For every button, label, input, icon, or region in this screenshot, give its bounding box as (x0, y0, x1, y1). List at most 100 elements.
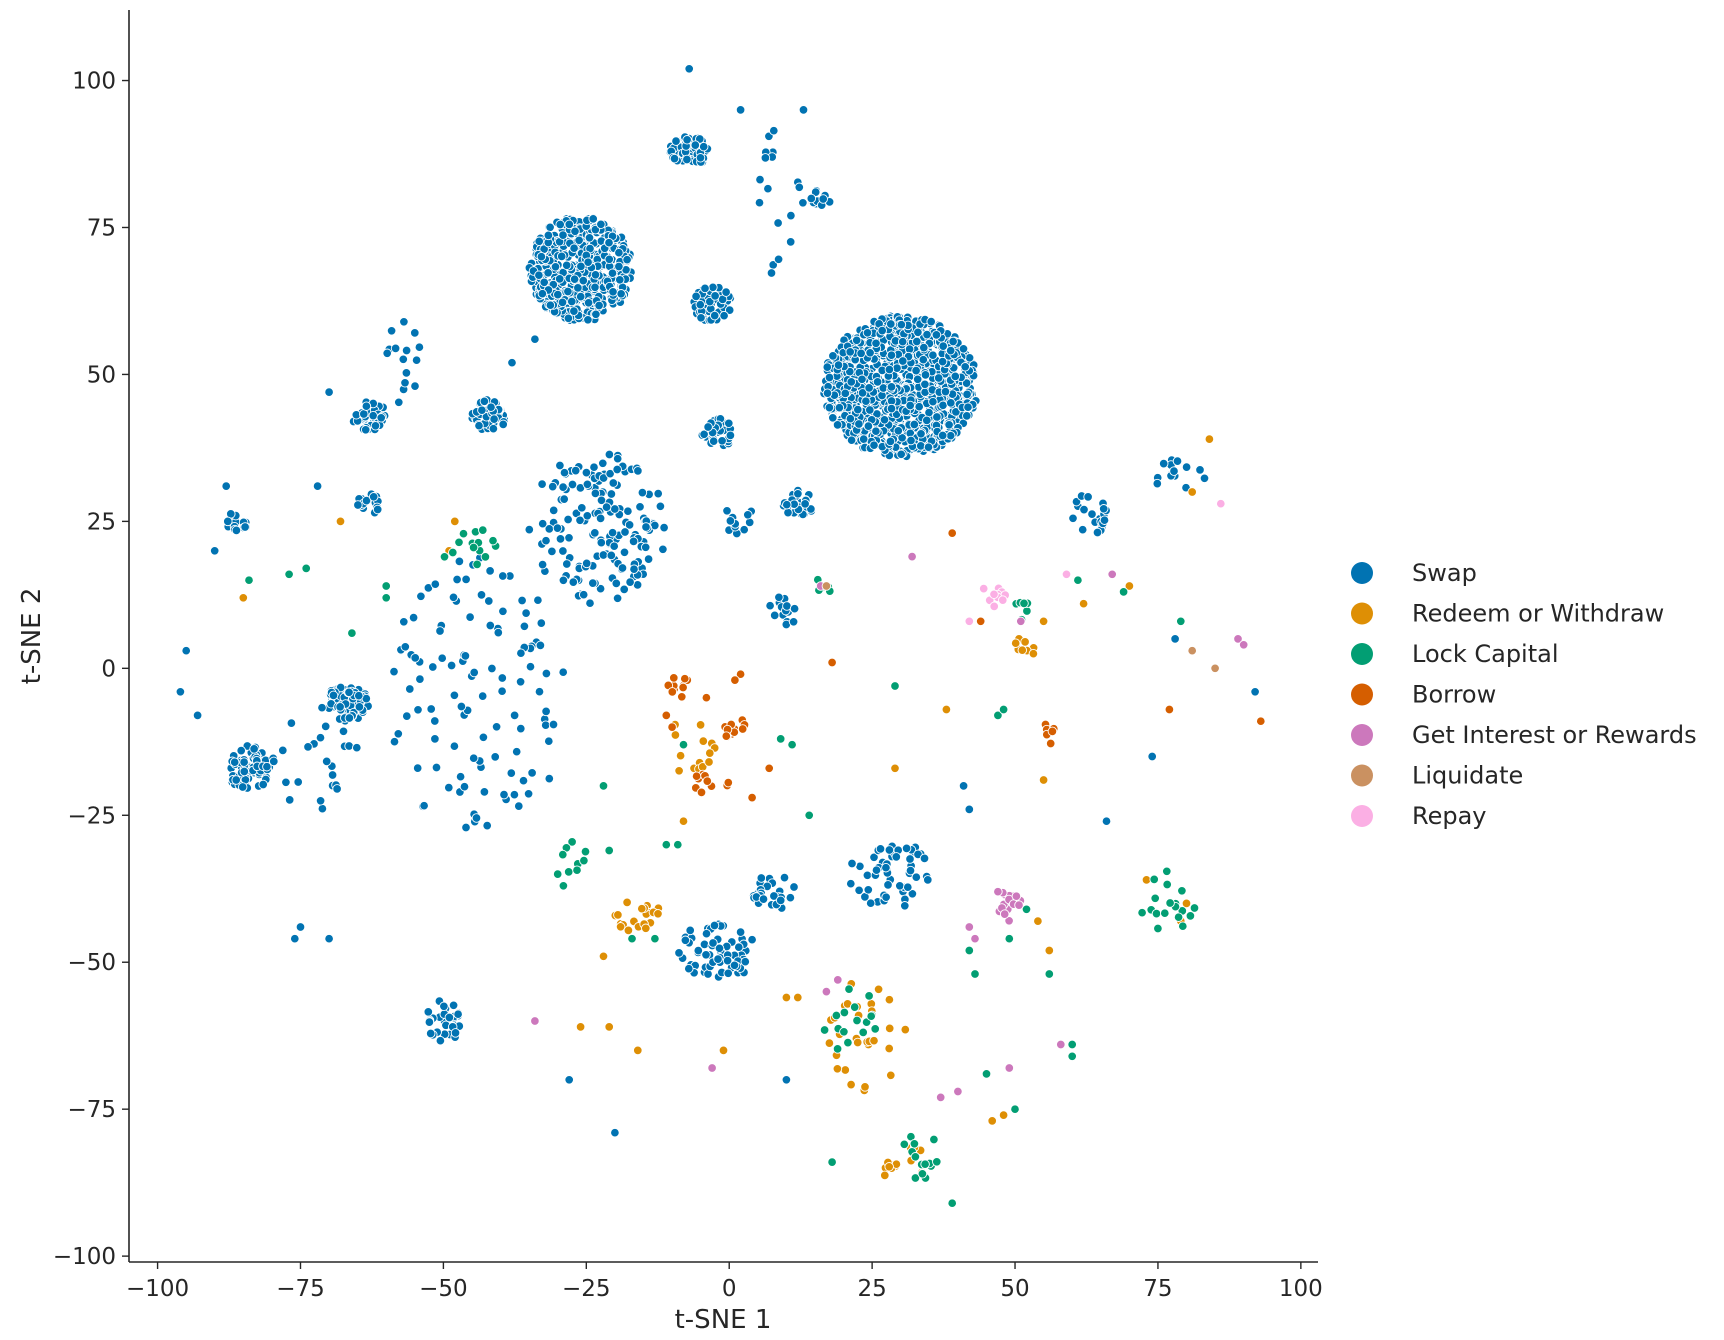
data-point (932, 1157, 942, 1167)
data-point (857, 388, 868, 398)
data-point (673, 839, 683, 850)
data-point (611, 578, 622, 589)
data-point (670, 730, 681, 740)
data-point (735, 927, 746, 937)
data-point (685, 925, 695, 936)
data-point (607, 268, 618, 278)
data-point (563, 286, 573, 297)
data-point (721, 731, 732, 741)
data-point (506, 768, 517, 778)
series-1 (238, 434, 1215, 1181)
data-point (175, 687, 186, 697)
data-point (1079, 504, 1089, 515)
data-point (886, 319, 896, 329)
data-point (498, 606, 508, 617)
data-point (541, 535, 551, 546)
data-point (993, 710, 1003, 721)
data-point (703, 422, 713, 432)
data-point (824, 402, 835, 413)
data-point (548, 505, 559, 516)
data-point (987, 1116, 997, 1126)
data-point (459, 781, 470, 792)
data-point (368, 410, 378, 421)
data-point (584, 233, 595, 243)
data-point (633, 466, 643, 476)
data-point (563, 867, 574, 877)
data-point (722, 506, 732, 516)
data-point (880, 1170, 890, 1181)
data-point (405, 684, 415, 694)
data-point (491, 722, 502, 732)
x-ticks: −100 −75 −50 −25 0 25 50 75 100 (126, 1262, 1323, 1302)
data-point (386, 326, 397, 336)
legend-marker (1351, 562, 1373, 584)
data-point (964, 804, 975, 815)
data-point (516, 723, 526, 734)
data-point (891, 852, 902, 862)
data-point (783, 507, 793, 518)
data-point (713, 954, 723, 964)
data-point (613, 910, 623, 920)
data-point (588, 214, 598, 224)
data-point (747, 934, 757, 945)
data-point (623, 506, 633, 516)
data-point (581, 467, 592, 478)
data-point (760, 153, 771, 163)
data-point (884, 1043, 894, 1054)
data-point (844, 984, 854, 994)
data-point (893, 426, 904, 436)
data-point (643, 554, 654, 564)
data-point (359, 409, 369, 419)
data-point (612, 453, 623, 464)
data-point (907, 551, 917, 562)
legend-marker (1351, 805, 1373, 827)
data-point (590, 488, 601, 499)
data-point (840, 1065, 851, 1075)
legend-marker (1351, 643, 1373, 665)
data-point (718, 1045, 729, 1056)
data-point (766, 268, 777, 278)
data-point (793, 489, 803, 499)
data-point (945, 430, 956, 441)
data-point (567, 479, 578, 490)
data-point (453, 1009, 463, 1019)
data-point (1172, 456, 1183, 466)
data-point (729, 960, 740, 971)
data-point (278, 745, 288, 756)
data-point (640, 542, 651, 553)
x-tick-label: 75 (1143, 1276, 1172, 1302)
data-point (758, 894, 769, 904)
data-point (931, 330, 942, 340)
data-point (725, 430, 736, 441)
data-point (707, 1063, 717, 1073)
data-point (448, 1000, 459, 1011)
legend-marker (1351, 724, 1373, 746)
data-point (604, 1022, 614, 1032)
data-point (237, 782, 248, 792)
data-point (612, 464, 622, 475)
data-point (1150, 893, 1160, 904)
data-point (572, 865, 582, 875)
data-point (444, 1012, 455, 1023)
data-point (701, 692, 712, 703)
data-point (843, 1037, 853, 1048)
data-point (435, 1035, 446, 1046)
data-point (1016, 616, 1026, 627)
data-point (482, 820, 492, 831)
series-4 (530, 551, 1249, 1103)
data-point (469, 667, 479, 678)
data-point (852, 1015, 862, 1026)
data-point (740, 956, 751, 967)
data-point (1204, 434, 1215, 444)
data-point (622, 254, 632, 265)
data-point (964, 922, 975, 932)
data-point (530, 334, 540, 344)
data-point (989, 601, 999, 612)
data-point (671, 136, 681, 146)
data-point (361, 495, 372, 506)
data-point (478, 732, 489, 743)
x-tick-label: −100 (126, 1276, 189, 1302)
data-point (1153, 923, 1163, 934)
y-tick-label: 50 (87, 362, 116, 388)
data-point (519, 621, 530, 632)
